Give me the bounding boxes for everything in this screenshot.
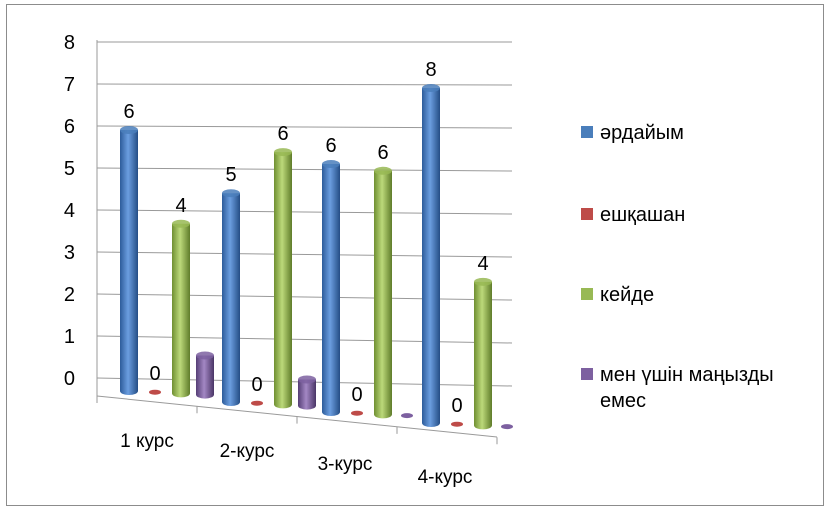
bar-top xyxy=(322,160,340,169)
bar xyxy=(501,424,513,430)
legend-label: ешқашан xyxy=(600,204,685,226)
bar-top xyxy=(274,148,292,157)
bar xyxy=(222,193,240,406)
bar xyxy=(401,413,413,419)
bar-top xyxy=(374,166,392,175)
y-tick-label: 5 xyxy=(64,158,75,180)
data-label: 6 xyxy=(277,123,288,145)
data-label: 0 xyxy=(451,395,462,417)
y-tick-label: 2 xyxy=(64,284,75,306)
legend-label: кейде xyxy=(600,284,654,306)
y-tick-label: 8 xyxy=(64,32,75,54)
legend-swatch xyxy=(581,126,593,138)
bar xyxy=(149,389,161,395)
y-tick-label: 6 xyxy=(64,116,75,138)
gridline xyxy=(96,167,513,172)
bar xyxy=(474,281,492,430)
data-label: 6 xyxy=(377,142,388,164)
x-tick-label: 1 курс xyxy=(120,431,174,452)
data-label: 0 xyxy=(351,384,362,406)
legend-swatch xyxy=(581,368,593,380)
bar-top xyxy=(172,219,190,228)
y-tick-label: 0 xyxy=(64,368,75,390)
bar-chart: 0 1 2 3 4 5 6 7 8 1 курс 2-курс 3-курс 4-курс 6 5 6 8 0 0… xyxy=(64,32,774,488)
data-label: 0 xyxy=(149,363,160,385)
x-tick-label: 4-курс xyxy=(418,467,473,488)
bar xyxy=(422,88,440,428)
y-tick-label: 3 xyxy=(64,242,75,264)
data-label: 4 xyxy=(477,253,488,275)
bar xyxy=(274,152,292,409)
bar xyxy=(298,379,316,410)
bar xyxy=(374,170,392,419)
gridline xyxy=(96,83,513,86)
bar-top xyxy=(298,375,316,384)
y-tick-label: 7 xyxy=(64,74,75,96)
bar-top xyxy=(474,277,492,286)
data-label: 6 xyxy=(325,135,336,157)
bar xyxy=(251,400,263,406)
x-tick-label: 3-курс xyxy=(318,454,373,475)
bar-top xyxy=(196,351,214,360)
legend-label: мен үшін маңызды емес xyxy=(600,364,774,412)
legend-swatch xyxy=(581,288,593,300)
bar-top xyxy=(120,126,138,134)
legend-swatch xyxy=(581,208,593,220)
chart-frame: 0 1 2 3 4 5 6 7 8 1 курс 2-курс 3-курс 4-курс 6 5 6 8 0 0… xyxy=(6,4,824,506)
bar xyxy=(172,223,190,398)
x-tick-label: 2-курс xyxy=(220,441,275,462)
gridline xyxy=(96,293,513,301)
bar xyxy=(451,421,463,427)
bar xyxy=(196,355,214,399)
legend-label: әрдайым xyxy=(600,122,684,144)
bar xyxy=(120,130,138,395)
y-tick-label: 4 xyxy=(64,200,75,222)
bar-top xyxy=(422,84,440,93)
data-label: 4 xyxy=(175,195,186,217)
x-axis-line xyxy=(96,395,498,438)
data-label: 8 xyxy=(425,59,436,81)
bar xyxy=(351,410,363,416)
gridline xyxy=(96,209,513,215)
bar-top xyxy=(222,189,240,198)
bar xyxy=(322,164,340,416)
gridline xyxy=(96,251,513,258)
data-label: 0 xyxy=(251,374,262,396)
gridline xyxy=(96,335,513,344)
y-tick-label: 1 xyxy=(64,326,75,348)
gridline xyxy=(96,125,513,129)
data-label: 6 xyxy=(123,101,134,123)
data-label: 5 xyxy=(225,164,236,186)
